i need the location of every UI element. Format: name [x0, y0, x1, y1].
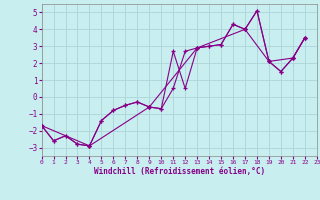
X-axis label: Windchill (Refroidissement éolien,°C): Windchill (Refroidissement éolien,°C): [94, 167, 265, 176]
